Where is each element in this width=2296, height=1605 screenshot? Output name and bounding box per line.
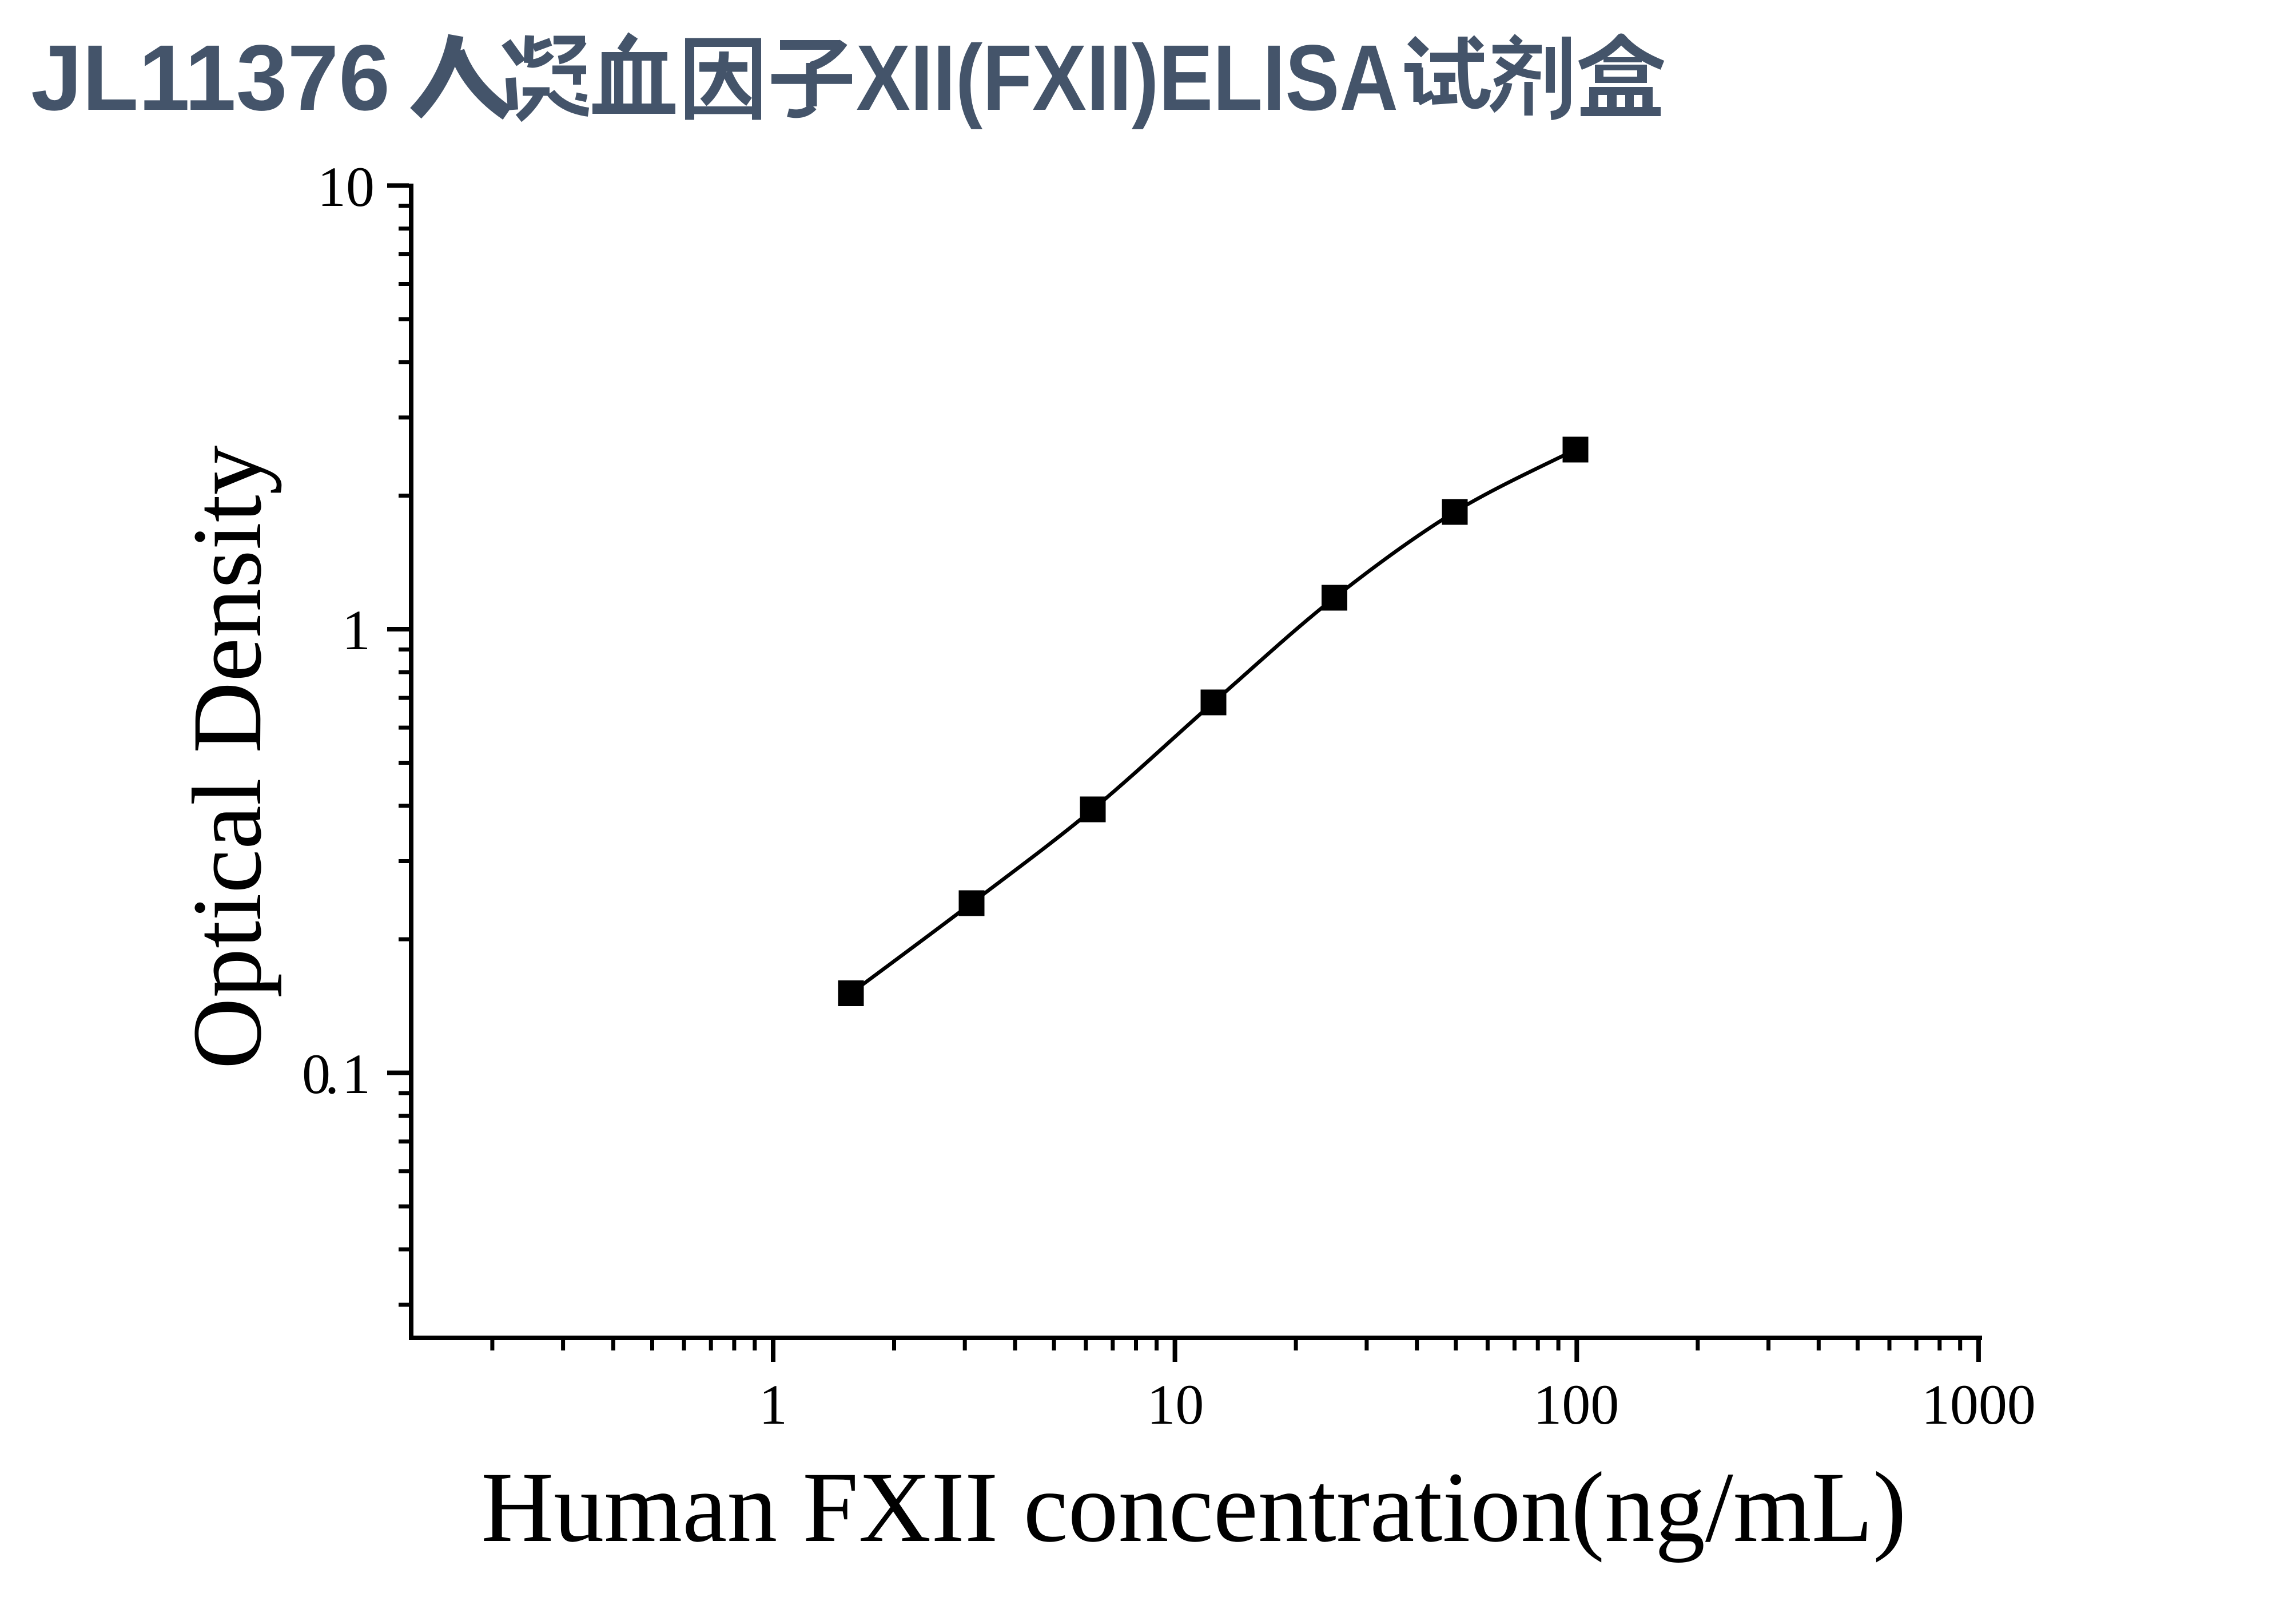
svg-text:10: 10	[1147, 1373, 1204, 1436]
svg-text:10: 10	[317, 155, 375, 218]
svg-text:Human FXII concentration(ng/mL: Human FXII concentration(ng/mL)	[481, 1452, 1907, 1563]
svg-text:1000: 1000	[1921, 1373, 2036, 1436]
svg-text:JL11376: JL11376	[31, 25, 390, 130]
svg-text:1: 1	[759, 1373, 787, 1436]
svg-text:0. 1: 0. 1	[302, 1042, 371, 1106]
svg-text:1: 1	[342, 598, 371, 662]
svg-text:100: 100	[1533, 1373, 1619, 1436]
svg-text:XII(FXII)ELISA: XII(FXII)ELISA	[856, 25, 1398, 130]
svg-text:Optical Density: Optical Density	[173, 446, 282, 1070]
